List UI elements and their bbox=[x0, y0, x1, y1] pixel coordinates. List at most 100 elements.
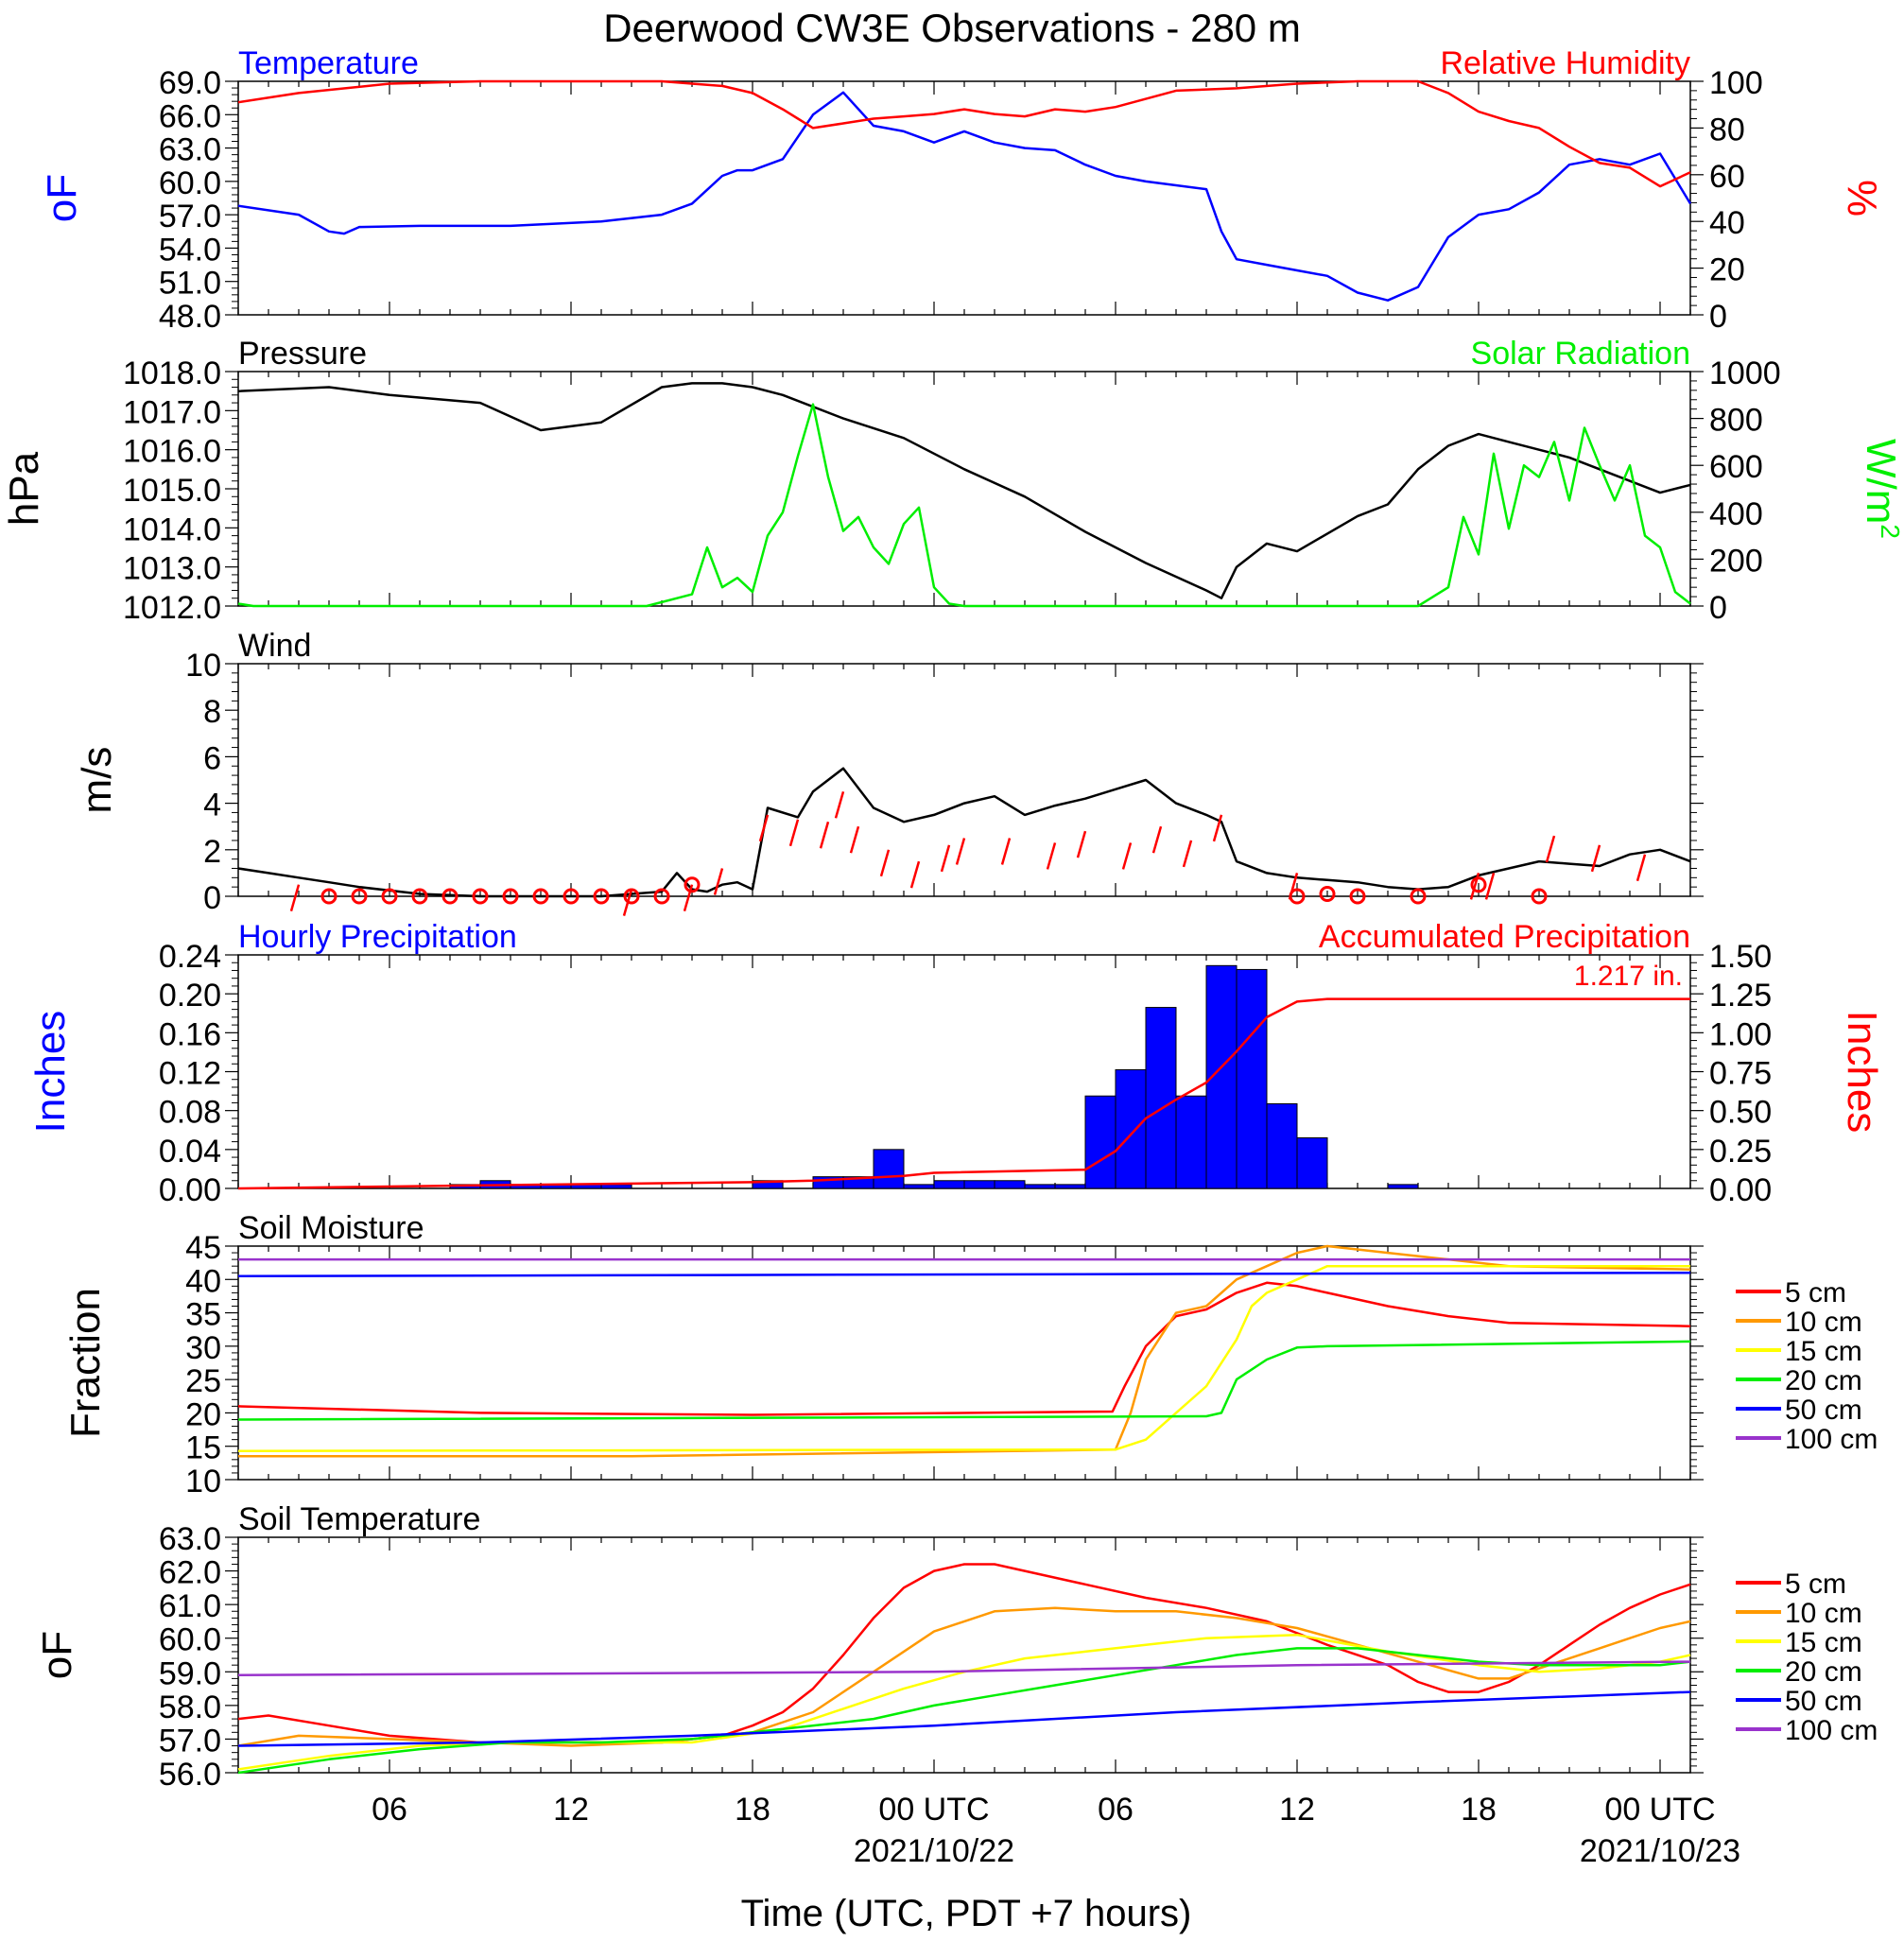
y-tick-label-left: 1016.0 bbox=[123, 434, 221, 470]
y-tick-label-right: 1.00 bbox=[1709, 1016, 1772, 1052]
x-tick-label: 12 bbox=[1279, 1792, 1315, 1828]
wind-barb bbox=[819, 821, 830, 849]
panel-title-left: Soil Temperature bbox=[238, 1501, 480, 1537]
y-tick-label-right: 0 bbox=[1709, 590, 1727, 626]
precip-bar bbox=[1236, 968, 1268, 1189]
y-tick-label-right: 800 bbox=[1709, 403, 1763, 439]
panel-precipitation: 0.240.200.160.120.080.040.001.501.251.00… bbox=[27, 919, 1885, 1208]
wind-barb bbox=[289, 884, 301, 912]
y-tick-label-left: 1012.0 bbox=[123, 590, 221, 626]
panel-temperature-humidity: 69.066.063.060.057.054.051.048.0 100 80 60 4… bbox=[39, 45, 1885, 335]
wind-barb bbox=[1212, 814, 1223, 842]
series-line-relative-humidity bbox=[237, 79, 1691, 188]
panel-frame bbox=[237, 954, 1691, 1189]
y-tick-label-left: 60.0 bbox=[159, 165, 221, 201]
precip-bar bbox=[1115, 1068, 1147, 1189]
x-tick-label: 12 bbox=[553, 1792, 589, 1828]
precip-bar bbox=[1145, 1007, 1177, 1189]
wind-barb bbox=[1590, 844, 1601, 873]
y-tick-label-left: 1017.0 bbox=[123, 394, 221, 430]
y-tick-label-left: 1018.0 bbox=[123, 355, 221, 391]
wind-barb bbox=[1151, 825, 1163, 854]
y-tick-label-left: 0.20 bbox=[159, 978, 221, 1014]
y-axis-unit-right: W/m2 bbox=[1858, 439, 1904, 539]
precip-bar bbox=[903, 1184, 935, 1189]
y-tick-label-left: 40 bbox=[185, 1263, 221, 1299]
calm-wind-marker bbox=[653, 888, 670, 905]
precip-bar bbox=[1266, 1102, 1298, 1189]
legend-label: 15 cm bbox=[1785, 1336, 1862, 1367]
y-tick-label-left: 56.0 bbox=[159, 1757, 221, 1793]
y-tick-label-right: 400 bbox=[1709, 496, 1763, 532]
legend-label: 100 cm bbox=[1785, 1424, 1878, 1455]
panel-title-right: Solar Radiation bbox=[1471, 336, 1690, 372]
calm-wind-marker bbox=[320, 888, 338, 905]
x-date-label: 2021/10/22 bbox=[854, 1833, 1014, 1869]
x-axis: 06 12 18 00 UTC 06 12 18 00 UTC 2021/10/22 2021/1… bbox=[372, 1792, 1740, 1869]
panel-frame bbox=[237, 80, 1691, 316]
x-tick-label: 18 bbox=[1461, 1792, 1497, 1828]
series-line-20-cm bbox=[237, 1647, 1691, 1775]
precip-bar bbox=[1054, 1184, 1086, 1189]
calm-wind-marker bbox=[1410, 888, 1427, 905]
y-tick-label-left: 48.0 bbox=[159, 299, 221, 335]
precip-bar bbox=[1387, 1184, 1419, 1189]
calm-wind-marker bbox=[1319, 886, 1336, 903]
y-tick-label-right: 1000 bbox=[1709, 355, 1781, 391]
y-axis-unit-left: Fraction bbox=[62, 1288, 109, 1438]
series-line-100-cm bbox=[237, 1660, 1691, 1677]
wind-barb bbox=[788, 819, 800, 847]
calm-wind-marker bbox=[351, 888, 368, 905]
legend-label: 20 cm bbox=[1785, 1365, 1862, 1396]
panel-wind: 10 8 6 4 2 0 Wind m/s bbox=[74, 628, 1704, 916]
y-tick-label-left: 1015.0 bbox=[123, 473, 221, 509]
legend-label: 15 cm bbox=[1785, 1627, 1862, 1658]
precip-bar bbox=[600, 1184, 632, 1189]
legend-label: 100 cm bbox=[1785, 1715, 1878, 1746]
y-tick-label-left: 63.0 bbox=[159, 1521, 221, 1557]
calm-wind-marker bbox=[381, 888, 398, 905]
y-tick-label-left: 4 bbox=[203, 788, 221, 823]
y-tick-label-right: 0 bbox=[1709, 299, 1727, 335]
wind-barb bbox=[1636, 854, 1647, 882]
calm-wind-marker bbox=[441, 888, 459, 905]
calm-wind-marker bbox=[1531, 888, 1548, 905]
precip-bar bbox=[994, 1180, 1026, 1189]
y-tick-label-right: 1.50 bbox=[1709, 939, 1772, 975]
wind-barb bbox=[849, 825, 860, 854]
wind-barb bbox=[1121, 842, 1133, 870]
wind-barb bbox=[1545, 835, 1556, 863]
precip-bar bbox=[873, 1149, 905, 1189]
calm-wind-marker bbox=[1349, 888, 1366, 905]
y-tick-label-left: 15 bbox=[185, 1430, 221, 1466]
accum-total-label: 1.217 in. bbox=[1574, 961, 1683, 992]
calm-wind-marker bbox=[623, 888, 640, 905]
y-tick-label-left: 66.0 bbox=[159, 98, 221, 134]
y-tick-label-left: 61.0 bbox=[159, 1588, 221, 1624]
y-tick-label-left: 0.04 bbox=[159, 1134, 221, 1170]
calm-wind-marker bbox=[502, 888, 519, 905]
y-tick-label-right: 20 bbox=[1709, 252, 1745, 288]
panel-frame bbox=[237, 371, 1691, 607]
series-line-5-cm bbox=[237, 1281, 1691, 1416]
legend-label: 50 cm bbox=[1785, 1686, 1862, 1717]
series-line-15-cm bbox=[237, 1264, 1690, 1452]
panel-title-right: Accumulated Precipitation bbox=[1319, 919, 1690, 955]
x-tick-label: 18 bbox=[735, 1792, 770, 1828]
y-tick-label-left: 63.0 bbox=[159, 132, 221, 168]
panel-soil-temperature: 63.062.061.060.059.058.057.056.0 Soil Tem… bbox=[34, 1501, 1878, 1793]
series-line-20-cm bbox=[237, 1340, 1691, 1421]
y-tick-label-left: 0.12 bbox=[159, 1056, 221, 1092]
y-axis-unit-superscript: 2 bbox=[1877, 524, 1904, 539]
wind-barb bbox=[1484, 873, 1496, 900]
x-tick-label: 06 bbox=[372, 1792, 407, 1828]
wind-barb bbox=[713, 868, 724, 895]
y-tick-label-right: 0.75 bbox=[1709, 1056, 1772, 1092]
y-tick-label-left: 69.0 bbox=[159, 65, 221, 101]
wind-barb bbox=[1046, 842, 1057, 870]
calm-wind-marker bbox=[472, 888, 489, 905]
y-axis-unit-left: Inches bbox=[27, 1011, 74, 1134]
series-line-15-cm bbox=[237, 1633, 1691, 1771]
